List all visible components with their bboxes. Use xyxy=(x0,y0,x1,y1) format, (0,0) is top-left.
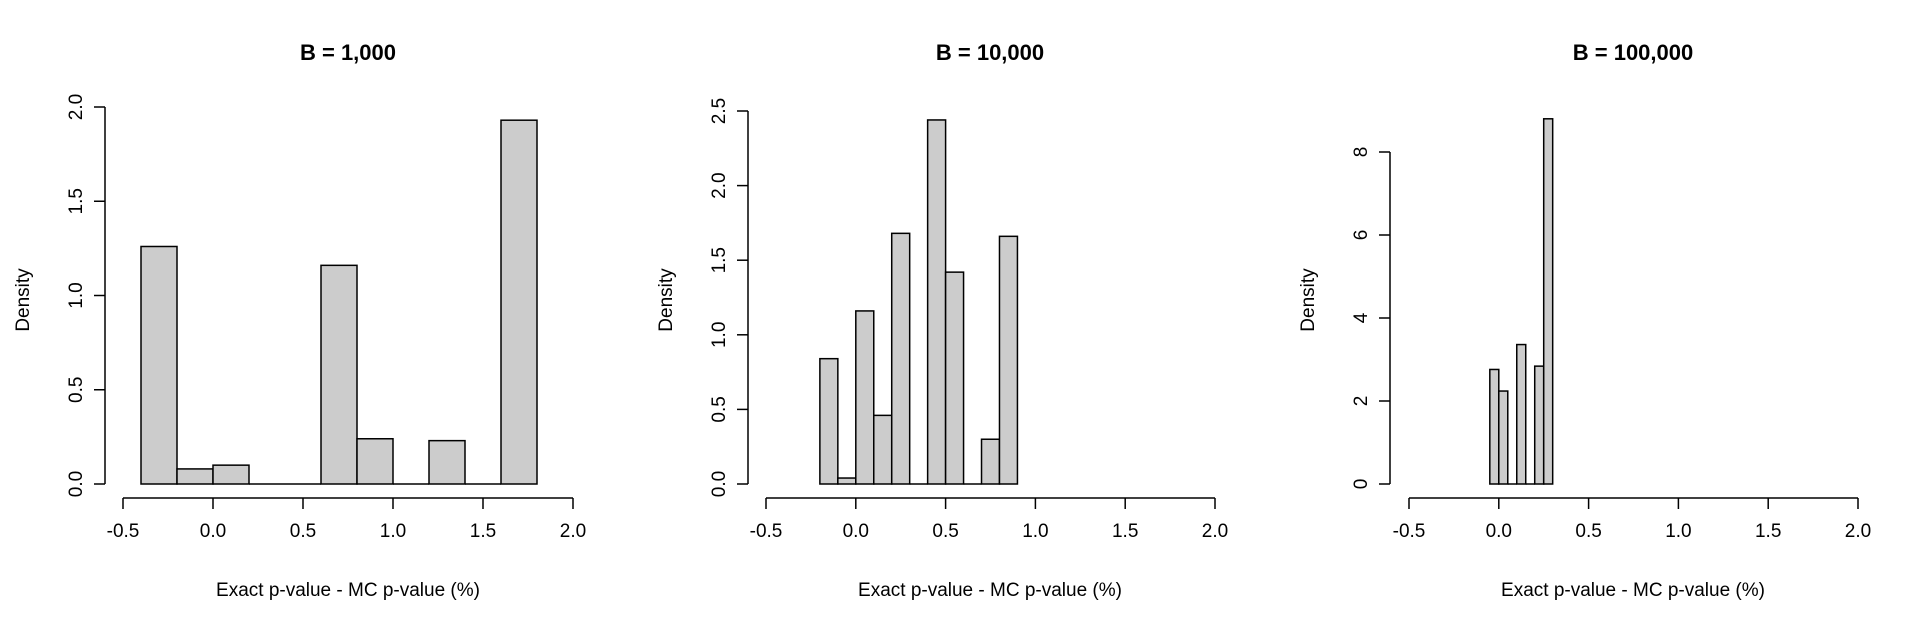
histogram-bar xyxy=(1498,390,1509,485)
y-tick-label: 0.5 xyxy=(66,377,87,403)
histogram-panel-1: B = 1,000 -0.5 0.0 0.5 1.0 1.5 2.0 Exact p-valu… xyxy=(13,40,586,601)
x-tick-label: 1.5 xyxy=(1112,521,1138,542)
y-tick-label: 6 xyxy=(1351,230,1372,241)
y-tick-label: 0.0 xyxy=(66,471,87,497)
x-tick-label: 1.0 xyxy=(1665,521,1691,542)
histogram-bar xyxy=(944,271,965,485)
histogram-bar xyxy=(980,438,1001,485)
y-tick-label: 2.0 xyxy=(66,94,87,120)
y-tick-label: 8 xyxy=(1351,147,1372,158)
x-tick-label: 2.0 xyxy=(1845,521,1871,542)
histogram-bar xyxy=(1533,365,1545,485)
histogram-bar xyxy=(428,439,466,485)
y-tick-label: 1.5 xyxy=(66,188,87,214)
y-tick-label: 0 xyxy=(1351,479,1372,490)
histogram-bar xyxy=(1516,343,1527,485)
panel-title: B = 100,000 xyxy=(1573,40,1693,65)
panel-title: B = 10,000 xyxy=(936,40,1044,65)
x-tick-label: 1.5 xyxy=(470,521,496,542)
x-tick-label: 2.0 xyxy=(1202,521,1228,542)
histogram-bar xyxy=(320,264,358,485)
y-tick-label: 1.5 xyxy=(709,247,730,273)
x-tick-label: 0.5 xyxy=(932,521,958,542)
y-tick-label: 2 xyxy=(1351,396,1372,407)
x-tick-label: 1.0 xyxy=(1022,521,1048,542)
x-tick-label: 2.0 xyxy=(560,521,586,542)
x-axis-title: Exact p-value - MC p-value (%) xyxy=(216,580,480,601)
x-axis-title: Exact p-value - MC p-value (%) xyxy=(1501,580,1765,601)
x-axis-title: Exact p-value - MC p-value (%) xyxy=(858,580,1122,601)
histogram-bar xyxy=(212,464,250,485)
y-axis-title: Density xyxy=(656,268,677,332)
histogram-bar xyxy=(873,414,893,485)
histogram-bar xyxy=(500,119,538,485)
histogram-panel-3: B = 100,000 -0.5 0.0 0.5 1.0 1.5 2.0 Exact p-va… xyxy=(1298,40,1871,601)
y-tick-label: 2.5 xyxy=(709,98,730,124)
histogram-bar xyxy=(855,310,875,485)
histogram-panel-2: B = 10,000 -0.5 0.0 0.5 1.0 1.5 2.0 Exact p-val… xyxy=(656,40,1228,601)
y-axis-title: Density xyxy=(13,268,34,332)
x-tick-label: 0.5 xyxy=(1575,521,1601,542)
y-tick-label: 4 xyxy=(1351,312,1372,323)
x-tick-label: 1.0 xyxy=(380,521,406,542)
x-tick-label: -0.5 xyxy=(107,521,140,542)
histogram-bar xyxy=(926,119,947,485)
y-tick-label: 0.0 xyxy=(709,471,730,497)
histogram-bar xyxy=(837,477,857,485)
panel-title: B = 1,000 xyxy=(300,40,396,65)
x-tick-label: 0.5 xyxy=(290,521,316,542)
histogram-bar xyxy=(1489,368,1500,485)
histogram-bar xyxy=(890,232,911,485)
x-tick-label: 1.5 xyxy=(1755,521,1781,542)
y-tick-label: 1.0 xyxy=(66,282,87,308)
histogram-bar xyxy=(1542,118,1554,485)
histogram-bar xyxy=(140,245,178,485)
histogram-bar xyxy=(819,357,839,485)
histogram-bar xyxy=(356,438,394,485)
histogram-bar xyxy=(176,468,214,485)
y-tick-label: 1.0 xyxy=(709,322,730,348)
x-tick-label: -0.5 xyxy=(1393,521,1426,542)
y-axis-title: Density xyxy=(1298,268,1319,332)
histogram-bar xyxy=(998,235,1019,485)
x-tick-label: 0.0 xyxy=(200,521,226,542)
y-tick-label: 2.0 xyxy=(709,172,730,198)
x-tick-label: 0.0 xyxy=(1486,521,1512,542)
x-tick-label: 0.0 xyxy=(843,521,869,542)
y-tick-label: 0.5 xyxy=(709,396,730,422)
x-tick-label: -0.5 xyxy=(750,521,783,542)
